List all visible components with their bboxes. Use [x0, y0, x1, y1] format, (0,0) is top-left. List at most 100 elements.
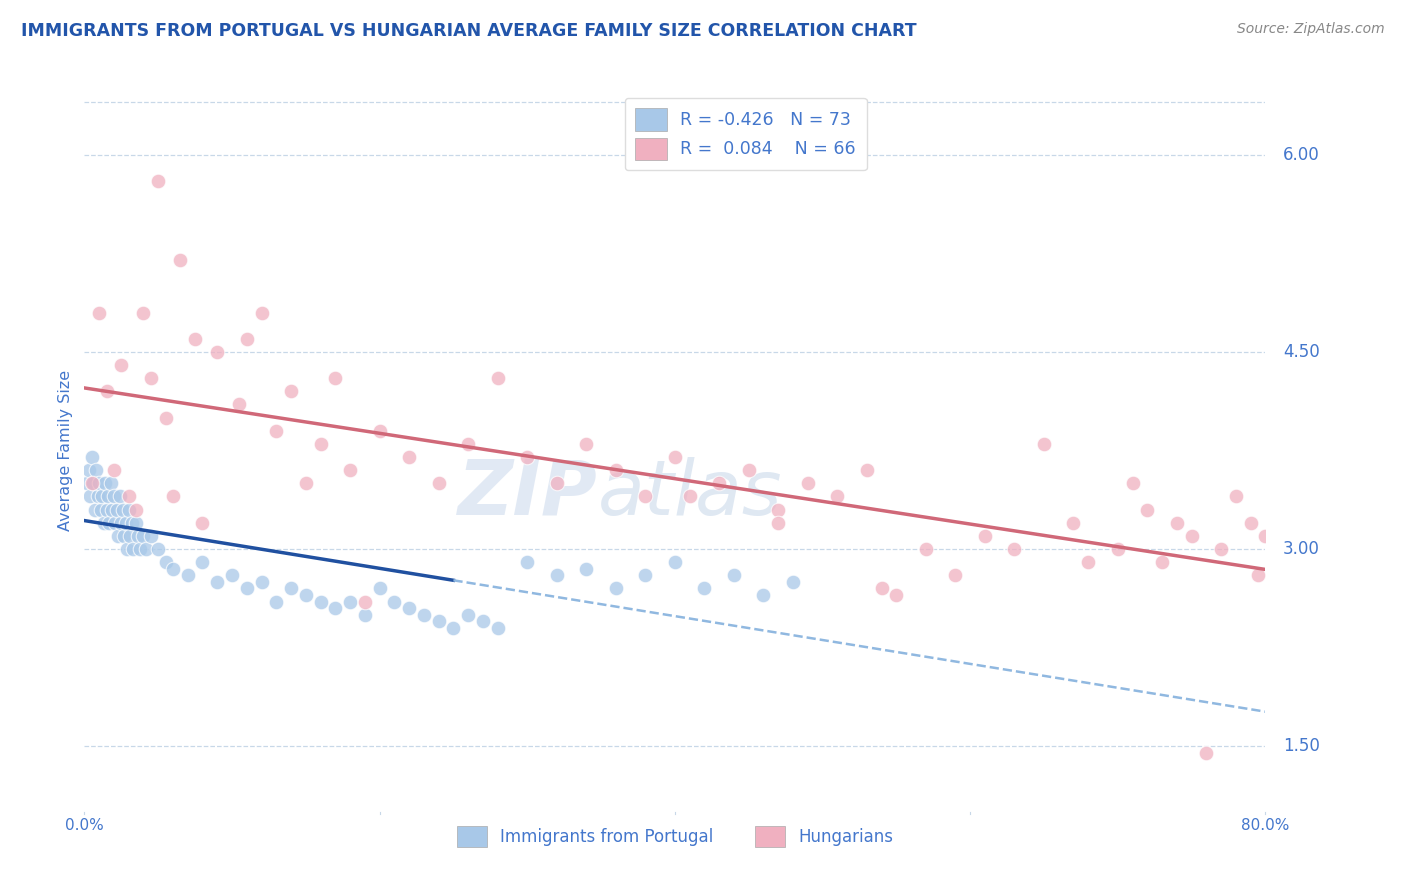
- Point: [125, 502, 148, 516]
- Point: [93, 516, 115, 530]
- Point: [103, 490, 125, 504]
- Point: [177, 568, 200, 582]
- Point: [354, 607, 377, 622]
- Point: [94, 476, 117, 491]
- Point: [457, 607, 479, 622]
- Point: [250, 305, 273, 319]
- Text: 0.0%: 0.0%: [65, 818, 104, 833]
- Point: [111, 502, 134, 516]
- Point: [76, 476, 98, 491]
- Point: [266, 424, 288, 438]
- Text: Source: ZipAtlas.com: Source: ZipAtlas.com: [1237, 22, 1385, 37]
- Point: [169, 252, 191, 267]
- Point: [80, 476, 103, 491]
- Point: [1033, 437, 1056, 451]
- Point: [325, 601, 347, 615]
- Point: [110, 358, 132, 372]
- Point: [945, 568, 967, 582]
- Point: [870, 582, 893, 596]
- Point: [191, 516, 214, 530]
- Point: [91, 490, 114, 504]
- Point: [84, 463, 107, 477]
- Text: 6.00: 6.00: [1284, 146, 1320, 164]
- Point: [398, 601, 420, 615]
- Point: [1211, 541, 1233, 556]
- Point: [1181, 529, 1204, 543]
- Point: [752, 588, 775, 602]
- Point: [103, 463, 125, 477]
- Point: [118, 502, 141, 516]
- Point: [266, 594, 288, 608]
- Point: [104, 516, 127, 530]
- Point: [280, 582, 302, 596]
- Point: [709, 476, 731, 491]
- Legend: Immigrants from Portugal, Hungarians: Immigrants from Portugal, Hungarians: [450, 819, 900, 854]
- Point: [1063, 516, 1085, 530]
- Point: [472, 614, 495, 628]
- Point: [110, 516, 132, 530]
- Point: [827, 490, 849, 504]
- Point: [1254, 529, 1277, 543]
- Point: [309, 437, 332, 451]
- Point: [1240, 516, 1263, 530]
- Point: [1004, 541, 1026, 556]
- Point: [207, 345, 229, 359]
- Point: [148, 541, 170, 556]
- Point: [155, 555, 177, 569]
- Point: [605, 582, 627, 596]
- Point: [228, 397, 250, 411]
- Point: [162, 490, 184, 504]
- Point: [768, 516, 790, 530]
- Point: [139, 529, 162, 543]
- Point: [108, 490, 131, 504]
- Point: [125, 516, 148, 530]
- Point: [575, 437, 598, 451]
- Point: [87, 305, 111, 319]
- Point: [129, 541, 152, 556]
- Point: [546, 568, 568, 582]
- Point: [100, 476, 122, 491]
- Point: [516, 450, 538, 464]
- Point: [236, 582, 259, 596]
- Y-axis label: Average Family Size: Average Family Size: [58, 370, 73, 531]
- Point: [1225, 490, 1247, 504]
- Point: [112, 529, 135, 543]
- Point: [339, 463, 361, 477]
- Point: [1166, 516, 1188, 530]
- Point: [384, 594, 406, 608]
- Point: [486, 371, 509, 385]
- Point: [325, 371, 347, 385]
- Point: [1077, 555, 1099, 569]
- Point: [664, 555, 686, 569]
- Point: [120, 529, 142, 543]
- Text: 4.50: 4.50: [1284, 343, 1320, 361]
- Point: [915, 541, 938, 556]
- Text: IMMIGRANTS FROM PORTUGAL VS HUNGARIAN AVERAGE FAMILY SIZE CORRELATION CHART: IMMIGRANTS FROM PORTUGAL VS HUNGARIAN AV…: [21, 22, 917, 40]
- Point: [457, 437, 479, 451]
- Point: [87, 476, 111, 491]
- Point: [295, 588, 318, 602]
- Point: [148, 174, 170, 188]
- Point: [207, 574, 229, 589]
- Point: [1195, 746, 1218, 760]
- Point: [236, 332, 259, 346]
- Point: [83, 502, 105, 516]
- Point: [339, 594, 361, 608]
- Text: 3.00: 3.00: [1284, 540, 1320, 558]
- Point: [693, 582, 716, 596]
- Point: [768, 502, 790, 516]
- Point: [546, 476, 568, 491]
- Point: [107, 529, 129, 543]
- Text: 80.0%: 80.0%: [1241, 818, 1289, 833]
- Point: [634, 568, 657, 582]
- Point: [77, 463, 100, 477]
- Point: [96, 502, 118, 516]
- Point: [797, 476, 820, 491]
- Point: [98, 516, 121, 530]
- Point: [309, 594, 332, 608]
- Point: [886, 588, 908, 602]
- Text: atlas: atlas: [598, 457, 783, 531]
- Point: [96, 384, 118, 399]
- Point: [723, 568, 745, 582]
- Point: [80, 450, 103, 464]
